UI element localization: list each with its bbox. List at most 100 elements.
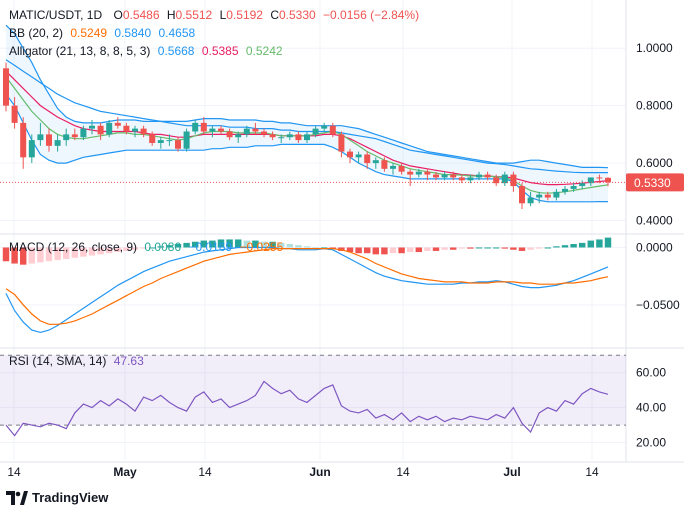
macd-histogram-bar (458, 247, 466, 249)
candle-body (63, 134, 70, 141)
macd-histogram-bar (148, 247, 156, 249)
candle-body (157, 140, 164, 143)
macd-histogram-bar (510, 247, 517, 250)
candle-body (209, 128, 216, 132)
time-axis-tick: 14 (585, 465, 599, 479)
time-axis-tick: May (113, 465, 137, 479)
candle-body (458, 177, 465, 181)
macd-histogram-bar (570, 244, 577, 248)
candle-body (303, 134, 311, 141)
price-axis-tick: 0.6000 (636, 156, 673, 170)
macd-histogram-bar (243, 240, 251, 248)
macd-histogram-bar (398, 247, 405, 254)
macd-histogram-bar (11, 247, 18, 264)
macd-histogram-bar (217, 239, 225, 248)
macd-histogram-bar (389, 247, 397, 254)
candle-body (475, 174, 483, 178)
candle-body (389, 165, 397, 169)
candle-body (415, 171, 422, 175)
macd-histogram-bar (441, 247, 448, 250)
macd-legend-label: MACD (12, 26, close, 9) (9, 240, 138, 254)
macd-signal-value: −0.0255 (239, 240, 284, 254)
candle-body (364, 154, 371, 164)
macd-histogram-bar (54, 247, 61, 261)
macd-histogram-bar (449, 247, 457, 250)
rsi-value: 47.63 (113, 354, 144, 368)
candle-body (54, 140, 61, 146)
candle-body (183, 131, 190, 149)
macd-histogram-bar (209, 240, 216, 248)
alligator-jaw-value: 0.5668 (157, 44, 195, 58)
time-axis-tick: 14 (7, 465, 21, 479)
macd-legend[interactable]: MACD (12, 26, close, 9) 0.0086 −0.0169 −… (9, 240, 287, 254)
candle-body (398, 165, 405, 172)
candle-body (235, 134, 242, 138)
macd-histogram-bar (415, 247, 423, 253)
macd-histogram-bar (140, 247, 147, 249)
macd-histogram-bar (363, 247, 371, 254)
candle-body (579, 183, 586, 187)
candle-body (123, 125, 130, 132)
rsi-line (5, 380, 609, 437)
macd-histogram-bar (191, 241, 199, 248)
macd-histogram-bar (71, 247, 79, 258)
candle-body (37, 134, 44, 141)
macd-histogram-bar (252, 240, 259, 248)
macd-histogram-bar (28, 247, 36, 264)
macd-histogram-bar (286, 244, 294, 248)
rsi-band-fill (0, 355, 626, 426)
macd-histogram-bar (226, 239, 233, 248)
macd-histogram-bar (200, 240, 208, 248)
alligator-legend[interactable]: Alligator (21, 13, 8, 8, 5, 3) 0.5668 0.… (9, 44, 287, 58)
candle-body (329, 125, 336, 135)
candle-body (372, 160, 379, 164)
bb-upper-value: 0.5840 (114, 26, 152, 40)
macd-histogram-bar (578, 242, 586, 248)
candle-body (131, 128, 139, 132)
rsi-legend[interactable]: RSI (14, SMA, 14) 47.63 (9, 354, 148, 368)
last-price-tag-label: 0.5330 (634, 176, 671, 190)
macd-axis-tick: 0.0000 (636, 240, 673, 254)
macd-histogram-bar (295, 245, 302, 248)
time-axis-tick: 14 (396, 465, 410, 479)
price-legend: MATIC/USDT, 1D O0.5486 H0.5512 L0.5192 C… (9, 8, 427, 22)
price-axis-tick: 0.4000 (636, 214, 673, 228)
time-axis-tick: 14 (198, 465, 212, 479)
macd-histogram-bar (157, 246, 165, 248)
candle-body (226, 131, 233, 138)
candle-body (295, 134, 302, 141)
candle-body (71, 134, 78, 138)
symbol-label[interactable]: MATIC/USDT, 1D (9, 8, 103, 22)
candle-body (424, 171, 431, 175)
candle-body (321, 125, 328, 129)
candle-body (106, 122, 113, 135)
bb-legend[interactable]: BB (20, 2) 0.5249 0.5840 0.4658 (9, 26, 199, 40)
macd-axis-tick: −0.0500 (636, 298, 680, 312)
macd-histogram-bar (381, 247, 388, 255)
change-value: −0.0156 (−2.84%) (323, 8, 420, 22)
rsi-axis-tick: 20.00 (636, 436, 666, 450)
time-axis-tick: Jun (309, 465, 330, 479)
macd-histogram-bar (105, 247, 113, 254)
macd-histogram-bar (19, 247, 27, 265)
ohlc-values: O0.5486 H0.5512 L0.5192 C0.5330 −0.0156 … (113, 8, 420, 22)
macd-line-value: −0.0169 (188, 240, 233, 254)
macd-histogram-bar (131, 247, 139, 250)
candle-body (114, 122, 121, 126)
macd-histogram-bar (501, 247, 509, 249)
tradingview-logo[interactable]: TradingView (6, 490, 108, 505)
rsi-legend-label: RSI (14, SMA, 14) (9, 354, 107, 368)
candle-body (278, 137, 285, 139)
macd-histogram-bar (320, 247, 328, 249)
macd-histogram-bar (303, 246, 311, 248)
candle-body (346, 151, 354, 158)
candle-body (510, 174, 517, 187)
macd-histogram-bar (37, 247, 44, 263)
bb-upper-line (5, 24, 609, 169)
alligator-legend-label: Alligator (21, 13, 8, 8, 5, 3) (9, 44, 151, 58)
macd-histogram-bar (97, 247, 104, 255)
alligator-lips-value: 0.5242 (245, 44, 283, 58)
candle-body (286, 134, 293, 138)
